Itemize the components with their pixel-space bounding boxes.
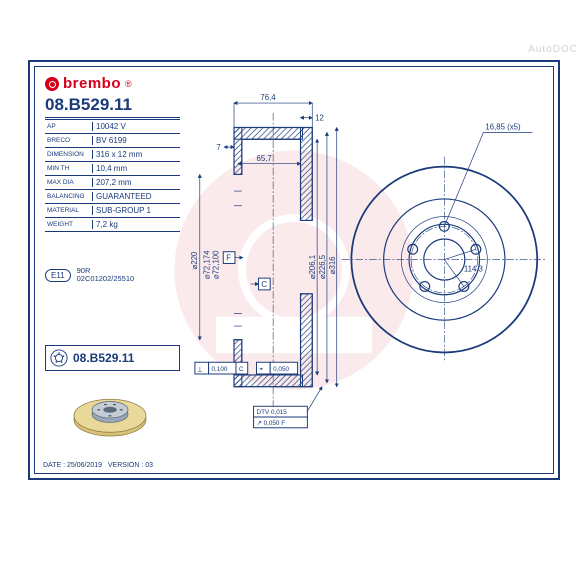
certification: E11 90R 02C01202/25510 — [45, 267, 180, 284]
svg-text:↗ 0,050 F: ↗ 0,050 F — [257, 420, 286, 427]
spec-value: 316 x 12 mm — [93, 149, 180, 160]
brake-disc-icon — [50, 349, 68, 367]
spec-label: MIN TH — [45, 164, 93, 173]
table-row: AP10042 V — [45, 120, 180, 134]
dim-holes: 16,85 (x5) — [485, 122, 521, 131]
table-row: MAX DIA207,2 mm — [45, 176, 180, 190]
datum-c: C — [261, 280, 267, 289]
cert-line2: 02C01202/25510 — [77, 274, 135, 283]
spec-label: BRECO — [45, 136, 93, 145]
drawing-sheet: brembo ® 08.B529.11 AP10042 V BRECOBV 61… — [28, 60, 560, 480]
part-number-heading: 08.B529.11 — [45, 95, 180, 118]
dim-d72b: ⌀72,100 — [211, 250, 220, 279]
svg-text:0,050: 0,050 — [273, 366, 289, 373]
table-row: DIMENSION316 x 12 mm — [45, 148, 180, 162]
reg-mark: ® — [125, 79, 132, 89]
spec-label: AP — [45, 122, 93, 131]
dim-76-4: 76,4 — [260, 93, 276, 102]
spec-value: SUB-GROUP 1 — [93, 205, 180, 216]
dim-pcd: 114,3 — [464, 264, 483, 273]
site-watermark: AutoDOC — [528, 44, 578, 55]
dim-d220: ⌀220 — [190, 251, 199, 269]
spec-value: 10,4 mm — [93, 163, 180, 174]
version-label: VERSION : — [108, 462, 143, 469]
dim-d226: ⌀226,5 — [318, 254, 327, 279]
date-value: 25/06/2019 — [67, 462, 102, 469]
dim-12: 12 — [315, 114, 324, 123]
spec-label: BALANCING — [45, 192, 93, 201]
dim-7: 7 — [216, 143, 220, 152]
dim-65-7: 65,7 — [257, 154, 272, 163]
spec-label: MATERIAL — [45, 206, 93, 215]
e-mark: E11 — [45, 269, 71, 282]
spec-value: 7,2 kg — [93, 219, 180, 230]
logo-icon — [45, 77, 59, 91]
spec-label: DIMENSION — [45, 150, 93, 159]
technical-drawing: 76,4 12 7 65,7 — [190, 73, 547, 451]
svg-text:⌖: ⌖ — [259, 366, 263, 373]
svg-text:0,100: 0,100 — [212, 366, 228, 373]
datum-f: F — [226, 254, 231, 263]
date-label: DATE : — [43, 462, 65, 469]
dim-d316: ⌀316 — [328, 256, 337, 274]
dim-d72a: ⌀72,174 — [203, 250, 212, 279]
table-row: BALANCINGGUARANTEED — [45, 190, 180, 204]
dim-d206: ⌀206,1 — [308, 255, 317, 279]
table-row: MIN TH10,4 mm — [45, 162, 180, 176]
svg-text:C: C — [239, 366, 244, 373]
spec-label: WEIGHT — [45, 220, 93, 229]
front-view: 114,3 16,85 (x5) — [342, 122, 547, 362]
table-row: WEIGHT7,2 kg — [45, 218, 180, 232]
table-row: BRECOBV 6199 — [45, 134, 180, 148]
gtol-2: ⌖ 0,050 — [257, 362, 298, 374]
spec-value: 207,2 mm — [93, 177, 180, 188]
spec-table: AP10042 V BRECOBV 6199 DIMENSION316 x 12… — [45, 119, 180, 232]
brand-logo: brembo ® — [45, 75, 132, 92]
spec-value: GUARANTEED — [93, 191, 180, 202]
brand-name: brembo — [63, 75, 121, 92]
version-value: 03 — [145, 462, 153, 469]
spec-value: BV 6199 — [93, 135, 180, 146]
gtol-1: ⟂ 0,100 C — [195, 362, 248, 374]
part-number-repeat: 08.B529.11 — [73, 351, 134, 365]
footer: DATE : 25/06/2019 VERSION : 03 — [43, 462, 153, 469]
cert-text: 90R 02C01202/25510 — [77, 267, 135, 284]
svg-text:DTV 0,015: DTV 0,015 — [257, 409, 288, 416]
table-row: MATERIALSUB-GROUP 1 — [45, 204, 180, 218]
inner-frame: brembo ® 08.B529.11 AP10042 V BRECOBV 61… — [34, 66, 554, 474]
spec-value: 10042 V — [93, 121, 180, 132]
spec-label: MAX DIA — [45, 178, 93, 187]
gtol-dtv: DTV 0,015 ↗ 0,050 F — [254, 387, 322, 428]
part-number-box: 08.B529.11 — [45, 345, 180, 371]
disc-thumbnail — [65, 377, 155, 447]
